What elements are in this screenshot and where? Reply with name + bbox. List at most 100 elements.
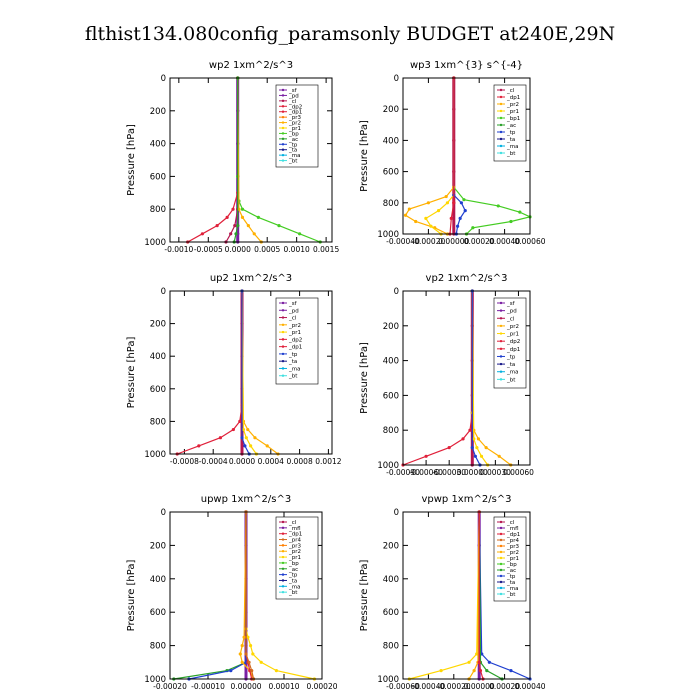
x-tick-label: 0.00000 xyxy=(230,682,261,691)
x-tick-label: -0.0010 xyxy=(164,245,193,254)
legend-marker-pr4 xyxy=(499,538,503,542)
legend-label: _pr1 xyxy=(288,330,301,336)
legend-label: _pr1 xyxy=(288,126,301,132)
series-line-tp xyxy=(241,291,250,455)
legend-marker-cl xyxy=(281,99,285,103)
series-line-ac xyxy=(233,78,239,243)
series-point-tp xyxy=(458,216,462,220)
plot-frame xyxy=(402,77,531,235)
x-tick-label: 0.00000 xyxy=(464,682,495,691)
series-point-dp1 xyxy=(477,660,481,664)
legend-label: _ac xyxy=(288,137,298,143)
series-point-pr2 xyxy=(240,660,244,664)
series-point-cl xyxy=(229,232,233,236)
series-point-pr2 xyxy=(238,652,242,656)
y-axis-label: Pressure [hPa] xyxy=(126,337,137,409)
series-point-bp xyxy=(277,224,281,228)
legend-marker-pr1 xyxy=(281,330,285,334)
y-tick-label: 200 xyxy=(150,541,166,551)
y-tick-label: 1000 xyxy=(377,461,399,471)
series-point-pr1 xyxy=(429,224,433,228)
legend-label: _pr3 xyxy=(288,115,302,121)
series-point-dp1 xyxy=(231,207,235,211)
y-tick-label: 800 xyxy=(383,426,399,436)
legend-label: _pr2 xyxy=(288,323,301,329)
series-point-pr2 xyxy=(253,436,257,440)
series-point-dp2 xyxy=(468,428,472,432)
y-tick-label: 600 xyxy=(150,385,166,395)
panel-5: upwp 1xm^2/s^3 Pressure [hPa] 0 200 400 600 80… xyxy=(126,494,338,691)
panel-3: up2 1xm^2/s^3 Pressure [hPa] 0 200 400 600 800… xyxy=(126,273,342,466)
legend-label: _ac xyxy=(288,567,298,573)
x-tick-label: -0.00040 xyxy=(412,682,446,691)
series-point-pr1 xyxy=(249,444,253,448)
legend-marker-pr2 xyxy=(281,323,285,327)
legend-label: _dp1 xyxy=(506,347,520,353)
series-point-dp2 xyxy=(197,444,201,448)
series-line-tp xyxy=(188,512,247,680)
legend-label: _ta xyxy=(506,580,515,586)
y-tick-label: 400 xyxy=(150,140,166,150)
series-point-pr1 xyxy=(475,446,479,450)
legend-marker-cl xyxy=(499,88,503,92)
series-point-dp2 xyxy=(231,427,235,432)
legend-marker-bt xyxy=(281,374,285,377)
legend-marker-pr2 xyxy=(499,102,503,106)
x-tick-label: -0.0008 xyxy=(170,457,199,466)
legend-label: _pd xyxy=(288,308,299,314)
y-tick-label: 1000 xyxy=(144,675,166,685)
x-tick-label: 0.00060 xyxy=(514,237,545,246)
series-point-pr2 xyxy=(484,446,488,450)
legend-marker-pr3 xyxy=(281,115,285,119)
y-axis-label: Pressure [hPa] xyxy=(359,560,370,632)
y-tick-label: 1000 xyxy=(144,238,166,248)
y-tick-label: 400 xyxy=(150,352,166,362)
legend-marker-dp1 xyxy=(281,532,285,535)
series-point-dp1 xyxy=(478,669,483,673)
legend-label: _pr2 xyxy=(506,550,519,556)
y-tick-label: 200 xyxy=(150,107,166,117)
y-tick-label: 200 xyxy=(383,322,399,332)
legend-marker-pr3 xyxy=(499,544,503,548)
series-point-pr2 xyxy=(242,635,246,639)
x-tick-label: 0.0008 xyxy=(286,457,312,466)
legend-marker-dp2 xyxy=(281,338,285,341)
x-tick-label: -0.0004 xyxy=(199,457,228,466)
legend-marker-ac xyxy=(499,123,503,127)
x-tick-label: 0.00010 xyxy=(268,682,299,691)
y-tick-label: 1000 xyxy=(377,230,399,240)
plot-frame xyxy=(402,290,531,466)
x-tick-label: -0.00060 xyxy=(409,468,443,477)
y-tick-label: 800 xyxy=(150,205,166,215)
y-tick-label: 0 xyxy=(161,74,166,84)
legend-marker-bp xyxy=(281,561,285,565)
legend-marker-dp1 xyxy=(281,345,285,348)
legend-marker-dp1 xyxy=(281,110,285,113)
y-tick-label: 200 xyxy=(150,320,166,330)
legend-marker-pr2 xyxy=(281,121,285,124)
legend-marker-ta xyxy=(499,362,503,366)
x-tick-label: 0.00020 xyxy=(306,682,337,691)
legend-label: _bt xyxy=(506,377,516,383)
y-tick-label: 800 xyxy=(150,642,166,652)
legend-label: _pd xyxy=(506,309,517,315)
x-tick-label: 0.0000 xyxy=(225,245,251,254)
series-point-tp xyxy=(229,669,233,673)
series-point-bp xyxy=(256,215,260,219)
legend-label: _bt xyxy=(288,590,298,596)
legend-label: _pr3 xyxy=(288,543,302,549)
legend-label: _dp2 xyxy=(288,104,302,110)
legend-marker-bp xyxy=(499,562,503,566)
series-point-bp xyxy=(240,207,245,211)
legend-label: _sf xyxy=(288,301,298,307)
series-point-pr2 xyxy=(497,454,501,458)
x-tick-label: -0.0005 xyxy=(194,245,223,254)
legend-marker-pr2 xyxy=(499,550,503,554)
series-point-pr2 xyxy=(414,219,418,224)
legend-marker-mfl xyxy=(499,526,503,530)
legend-label: _pr2 xyxy=(506,102,519,108)
legend-marker-cl xyxy=(499,520,503,524)
series-line-pr2 xyxy=(404,78,455,235)
panel-title: up2 1xm^2/s^3 xyxy=(210,273,292,284)
